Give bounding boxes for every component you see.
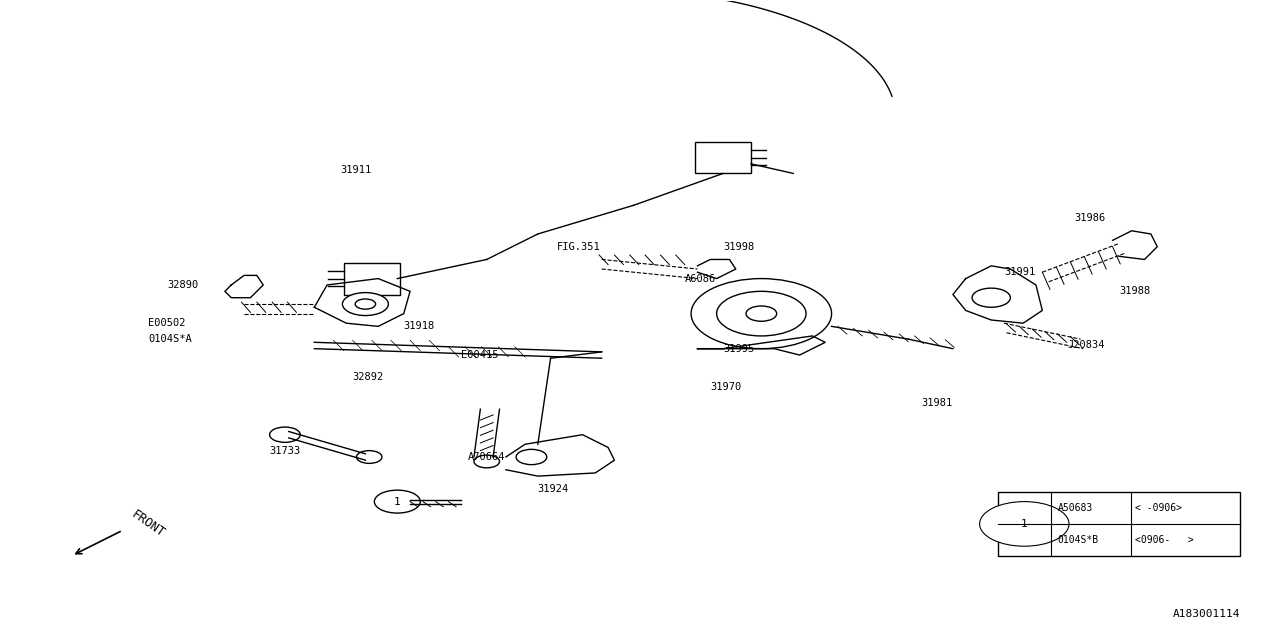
Text: 0104S*A: 0104S*A	[148, 334, 192, 344]
Text: < -0906>: < -0906>	[1135, 503, 1181, 513]
Text: 1: 1	[1021, 519, 1028, 529]
Text: E00415: E00415	[461, 350, 499, 360]
FancyBboxPatch shape	[997, 492, 1240, 556]
Text: 31991: 31991	[1004, 268, 1036, 277]
Circle shape	[356, 451, 381, 463]
Text: 31988: 31988	[1119, 286, 1151, 296]
Circle shape	[972, 288, 1010, 307]
Text: 31995: 31995	[723, 344, 754, 354]
Text: 31911: 31911	[340, 165, 371, 175]
Text: E00502: E00502	[148, 318, 186, 328]
Text: 1: 1	[394, 497, 401, 507]
Circle shape	[343, 292, 388, 316]
Circle shape	[474, 455, 499, 468]
Text: FIG.351: FIG.351	[557, 242, 600, 252]
Text: 31733: 31733	[270, 445, 301, 456]
Circle shape	[691, 278, 832, 349]
Circle shape	[979, 502, 1069, 546]
FancyBboxPatch shape	[695, 141, 751, 173]
Text: 32892: 32892	[352, 372, 384, 382]
Text: 31981: 31981	[922, 398, 952, 408]
Text: 32890: 32890	[168, 280, 198, 290]
Circle shape	[355, 299, 375, 309]
FancyBboxPatch shape	[344, 262, 399, 294]
Text: A50683: A50683	[1057, 503, 1093, 513]
Text: 31924: 31924	[538, 484, 570, 494]
Text: FRONT: FRONT	[129, 508, 168, 540]
Text: 31998: 31998	[723, 242, 754, 252]
Text: A70664: A70664	[467, 452, 506, 462]
Circle shape	[746, 306, 777, 321]
Circle shape	[374, 490, 420, 513]
Text: <0906-   >: <0906- >	[1135, 535, 1194, 545]
Circle shape	[270, 427, 301, 442]
Text: 31986: 31986	[1074, 213, 1106, 223]
Text: J20834: J20834	[1068, 340, 1106, 351]
Text: 0104S*B: 0104S*B	[1057, 535, 1098, 545]
Text: 31970: 31970	[710, 382, 741, 392]
Text: A183001114: A183001114	[1172, 609, 1240, 620]
Text: 31918: 31918	[403, 321, 435, 332]
Circle shape	[516, 449, 547, 465]
Circle shape	[717, 291, 806, 336]
Text: A6086: A6086	[685, 273, 716, 284]
